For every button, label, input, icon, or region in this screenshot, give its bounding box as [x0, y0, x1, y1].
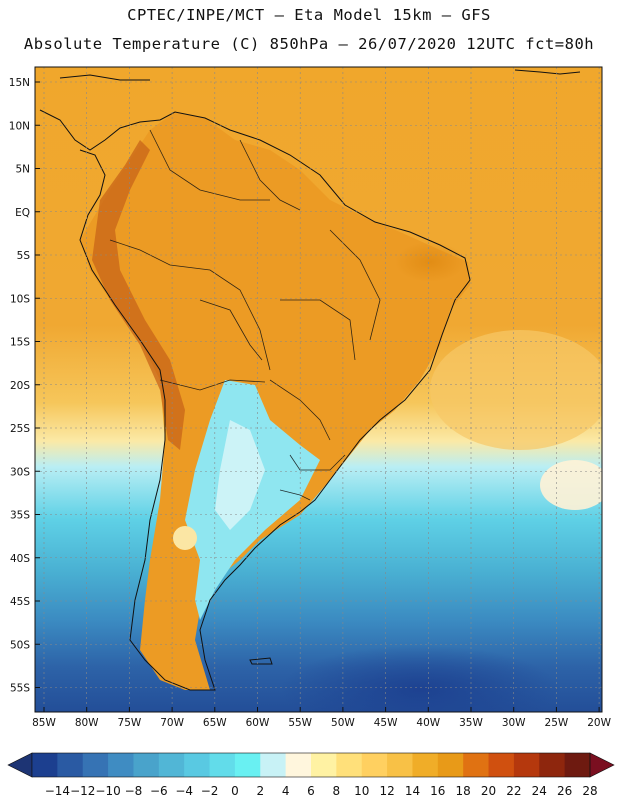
- colorbar-swatch: [437, 753, 464, 777]
- colorbar-swatch: [336, 753, 363, 777]
- colorbar-label: 4: [282, 784, 290, 798]
- colorbar-label: 10: [354, 784, 369, 798]
- lat-tick-label: 55S: [10, 683, 30, 695]
- map-title-line1: CPTEC/INPE/MCT – Eta Model 15km – GFS: [127, 6, 491, 24]
- warm-ocean-patch: [430, 330, 602, 450]
- colorbar-swatch: [32, 753, 58, 777]
- lon-tick-label: 55W: [288, 717, 312, 729]
- colorbar-swatch: [209, 753, 236, 777]
- colorbar-high-arrow: [589, 752, 615, 778]
- colorbar-swatch: [463, 753, 490, 777]
- lat-tick-label: 35S: [10, 510, 30, 522]
- colorbar-label: −6: [150, 784, 168, 798]
- lat-tick-label: 30S: [10, 466, 30, 478]
- colorbar-swatch: [564, 753, 591, 777]
- colorbar-swatch: [158, 753, 185, 777]
- lon-tick-label: 75W: [118, 717, 142, 729]
- lon-tick-label: 30W: [502, 717, 526, 729]
- lon-tick-label: 70W: [160, 717, 184, 729]
- colorbar-swatch: [133, 753, 160, 777]
- cold-core: [280, 645, 560, 712]
- lat-tick-label: 40S: [10, 553, 30, 565]
- colorbar-label: −2: [201, 784, 219, 798]
- lat-tick-label: 15N: [9, 77, 30, 89]
- colorbar-swatch: [361, 753, 388, 777]
- lat-tick-label: 10S: [10, 293, 30, 305]
- lon-tick-label: 85W: [32, 717, 56, 729]
- warm-spot: [395, 242, 465, 282]
- colorbar-swatch: [184, 753, 211, 777]
- colorbar-label: −10: [95, 784, 120, 798]
- map-title-line2: Absolute Temperature (C) 850hPa – 26/07/…: [23, 35, 595, 53]
- colorbar-label: 0: [231, 784, 239, 798]
- longitude-labels: 85W 80W 75W 70W 65W 60W 55W 50W 45W 40W 35W 30W 25W 2…: [32, 707, 612, 729]
- lat-tick-label: EQ: [15, 207, 30, 219]
- colorbar-label: −8: [125, 784, 143, 798]
- colorbar-label: −14: [45, 784, 70, 798]
- warm-ocean-patch: [540, 460, 602, 510]
- colorbar-label: 24: [532, 784, 547, 798]
- lat-tick-label: 5N: [15, 164, 30, 176]
- colorbar-swatch: [488, 753, 515, 777]
- lon-tick-label: 50W: [331, 717, 355, 729]
- colorbar-label: 8: [333, 784, 341, 798]
- colorbar-low-arrow: [7, 752, 33, 778]
- colorbar-label: 12: [379, 784, 394, 798]
- lon-tick-label: 20W: [587, 717, 611, 729]
- lon-tick-label: 45W: [374, 717, 398, 729]
- lat-tick-label: 20S: [10, 380, 30, 392]
- lon-tick-label: 65W: [203, 717, 227, 729]
- lon-tick-label: 80W: [75, 717, 99, 729]
- lat-tick-label: 15S: [10, 337, 30, 349]
- temperature-field: [35, 67, 602, 712]
- lon-tick-label: 60W: [246, 717, 270, 729]
- lon-tick-label: 40W: [416, 717, 440, 729]
- colorbar: −14 −12 −10 −8 −6 −4 −2 0 2 4 6 8 10 12 14 16 18 20 22 24 26…: [7, 752, 615, 798]
- colorbar-label: 20: [481, 784, 496, 798]
- colorbar-label: 14: [405, 784, 420, 798]
- colorbar-swatch: [260, 753, 287, 777]
- map-frame: [34, 66, 603, 713]
- colorbar-outline: [31, 752, 591, 778]
- coastlines: [39, 69, 581, 691]
- colorbar-swatch: [234, 753, 261, 777]
- colorbar-label: −12: [70, 784, 95, 798]
- cold-air-core: [215, 420, 265, 530]
- colorbar-label: 26: [557, 784, 572, 798]
- lon-tick-label: 35W: [459, 717, 483, 729]
- latitude-labels: 15N 10N 5N EQ 5S 10S 15S 20S 25S 30S 35S 40S 45S 50S 5…: [9, 77, 40, 695]
- lat-tick-label: 5S: [17, 250, 31, 262]
- colorbar-label: 18: [456, 784, 471, 798]
- lat-tick-label: 25S: [10, 423, 30, 435]
- colorbar-swatch: [412, 753, 439, 777]
- colorbar-swatch: [57, 753, 84, 777]
- colorbar-label: 6: [307, 784, 315, 798]
- colorbar-label: 22: [506, 784, 521, 798]
- colorbar-label: −4: [175, 784, 193, 798]
- colorbar-swatch: [311, 753, 337, 777]
- lat-tick-label: 45S: [10, 596, 30, 608]
- colorbar-label: 28: [582, 784, 597, 798]
- colorbar-swatch: [285, 753, 312, 777]
- lat-tick-label: 10N: [9, 120, 30, 132]
- colorbar-swatch: [539, 753, 566, 777]
- lat-tick-label: 50S: [10, 639, 30, 651]
- colorbar-swatch: [387, 753, 413, 777]
- lon-tick-label: 25W: [545, 717, 569, 729]
- andes-warm-ridge: [92, 140, 185, 450]
- warm-pocket: [173, 526, 197, 550]
- colorbar-label: 2: [256, 784, 264, 798]
- colorbar-swatch: [108, 753, 134, 777]
- colorbar-swatch: [82, 753, 109, 777]
- colorbar-swatch: [513, 753, 540, 777]
- colorbar-label: 16: [430, 784, 445, 798]
